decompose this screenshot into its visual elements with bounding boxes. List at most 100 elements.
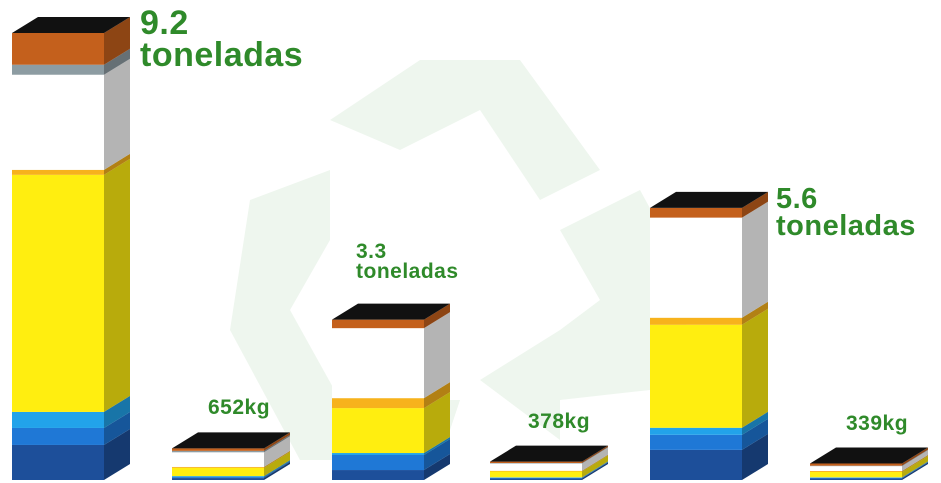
bar-side — [742, 411, 768, 435]
bar-segment — [332, 453, 424, 455]
bar-side — [582, 446, 608, 464]
bar-segment — [332, 328, 424, 399]
bar-segment — [12, 427, 104, 445]
total-label: 378kg — [528, 409, 591, 433]
bar-side — [742, 418, 768, 450]
total-label: 3.3 toneladas — [356, 239, 459, 283]
bar-segment — [172, 476, 264, 478]
bar-top — [172, 432, 290, 449]
bar-side — [264, 451, 290, 477]
bar-segment — [650, 317, 742, 325]
bar-side — [582, 461, 608, 479]
bar-side — [902, 450, 928, 472]
bar-side — [582, 445, 608, 463]
bar-segment — [332, 454, 424, 471]
bar-segment — [172, 466, 264, 468]
bar-side — [104, 158, 130, 412]
bar-side — [264, 450, 290, 468]
bar-segment — [650, 427, 742, 435]
bar-side — [104, 428, 130, 480]
bar-top — [12, 17, 130, 33]
total-label: 652kg — [208, 396, 271, 420]
bar-segment — [172, 450, 264, 453]
bar-side — [424, 312, 450, 399]
bar-side — [264, 461, 290, 479]
bar-segment — [810, 471, 902, 478]
bar-side — [264, 434, 290, 453]
bar-side — [424, 437, 450, 455]
bar-side — [264, 432, 290, 451]
bar-segment — [650, 324, 742, 428]
bar-side — [424, 382, 450, 409]
bar-side — [582, 454, 608, 472]
bar-segment — [490, 471, 582, 478]
bar-side — [902, 455, 928, 478]
bar-side — [424, 392, 450, 454]
bar-side — [104, 153, 130, 175]
bar-side — [264, 436, 290, 467]
bar-segment — [172, 477, 264, 479]
bar-segment — [172, 448, 264, 451]
bar-side — [424, 454, 450, 480]
bar-top — [490, 445, 608, 462]
bar-segment — [12, 169, 104, 175]
bar-side — [742, 301, 768, 325]
bar-segment — [172, 467, 264, 477]
bar-segment — [12, 33, 104, 65]
bar-side — [582, 462, 608, 480]
bar-segment — [810, 463, 902, 466]
bar-side — [742, 308, 768, 428]
bar-side — [424, 438, 450, 471]
total-label: 339kg — [846, 411, 909, 435]
recycle-watermark — [230, 60, 700, 460]
bar-top — [650, 191, 768, 208]
bar-segment — [490, 470, 582, 472]
bar-side — [902, 462, 928, 480]
bar-side — [104, 58, 130, 170]
bar-segment — [12, 64, 104, 75]
bar-side — [902, 455, 928, 472]
bar-side — [582, 461, 608, 478]
bar-side — [104, 411, 130, 445]
bar-segment — [810, 478, 902, 480]
bar-side — [104, 395, 130, 428]
bar-segment — [12, 74, 104, 170]
total-label: 5.6 toneladas — [776, 182, 916, 243]
bar-segment — [12, 174, 104, 412]
bar-side — [424, 303, 450, 329]
bar-segment — [650, 449, 742, 480]
bar-side — [742, 201, 768, 318]
bar-segment — [332, 470, 424, 480]
bar-side — [264, 460, 290, 478]
bar-side — [582, 447, 608, 471]
total-label: 9.2 toneladas — [140, 4, 304, 75]
bar-segment — [172, 452, 264, 467]
bar-top — [332, 303, 450, 320]
bar-side — [104, 17, 130, 65]
bar-side — [582, 455, 608, 478]
bar-segment — [650, 207, 742, 218]
bar-segment — [650, 434, 742, 450]
bar-segment — [332, 398, 424, 409]
bar-side — [902, 447, 928, 466]
bar-segment — [650, 217, 742, 318]
bar-side — [104, 48, 130, 75]
bar-side — [902, 449, 928, 467]
bar-top — [810, 447, 928, 464]
bar-segment — [332, 408, 424, 454]
bar-side — [264, 462, 290, 480]
bar-segment — [810, 477, 902, 479]
bar-segment — [172, 478, 264, 480]
bar-side — [742, 433, 768, 480]
bar-segment — [810, 466, 902, 472]
bar-side — [902, 461, 928, 478]
bar-segment — [490, 463, 582, 471]
bar-segment — [12, 411, 104, 428]
bar-segment — [12, 444, 104, 480]
bar-side — [902, 461, 928, 479]
bar-side — [742, 191, 768, 218]
bar-segment — [490, 477, 582, 479]
bar-segment — [490, 461, 582, 463]
